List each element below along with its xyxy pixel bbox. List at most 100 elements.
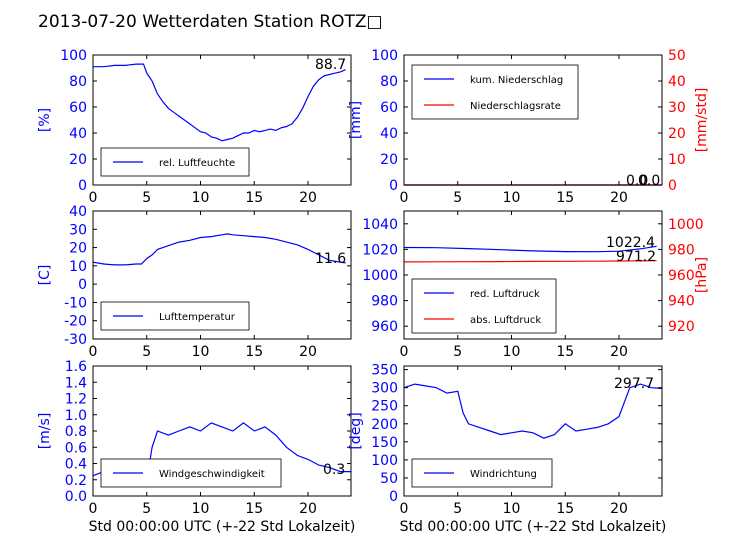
humidity-ytick-label-5: 100: [60, 48, 87, 64]
figure-title: 2013-07-20 Wetterdaten Station ROTZ□: [38, 12, 383, 32]
precipitation-ytick-label-0: 0: [389, 178, 398, 194]
pressure-ytick-label-4: 1040: [362, 217, 398, 233]
panel-precipitation: 0 5 10 15 20 0 20 40 60 80 100 0 10 20 30 40 50 [mm] [mm/s…: [348, 48, 710, 206]
windspeed-ytick-label-5: 1.0: [65, 408, 87, 424]
precipitation-y2tick-label-0: 0: [668, 178, 677, 194]
windspeed-xtick-label-0: 0: [89, 501, 98, 517]
humidity-ylabel: [%]: [37, 108, 53, 132]
winddirection-legend-label-0: Windrichtung: [470, 469, 537, 480]
temperature-series-0: [92, 233, 346, 266]
temperature-axes-frame: [92, 210, 352, 340]
pressure-xtick-label-4: 20: [610, 344, 628, 360]
winddirection-axes-frame: [403, 365, 663, 497]
windspeed-xtick-label-1: 5: [142, 501, 151, 517]
panel-pressure: 0 5 10 15 20 960 980 1000 1020 1040 920 940 960 980 10…: [362, 210, 710, 360]
pressure-last-value-1: 971.2: [616, 249, 656, 265]
precipitation-ytick-label-2: 40: [380, 126, 398, 142]
windspeed-ytick-label-4: 0.8: [65, 424, 87, 440]
temperature-ytick-label-1: -20: [64, 314, 87, 330]
windspeed-ytick-label-3: 0.6: [65, 440, 87, 456]
precipitation-y2tick-label-4: 40: [668, 74, 686, 90]
humidity-ytick-label-0: 0: [78, 178, 87, 194]
pressure-ytick-label-1: 980: [371, 294, 398, 310]
precipitation-legend-label-1: Niederschlagsrate: [470, 101, 561, 112]
precipitation-y2tick-label-2: 20: [668, 126, 686, 142]
precipitation-xtick-label-3: 15: [556, 190, 574, 206]
temperature-legend-label-0: Lufttemperatur: [159, 312, 236, 323]
humidity-last-value-0: 88.7: [315, 57, 346, 73]
windspeed-ytick-label-8: 1.6: [65, 359, 87, 375]
temperature-ytick-label-3: 0: [78, 277, 87, 293]
windspeed-legend-label-0: Windgeschwindigkeit: [159, 469, 265, 480]
pressure-last-value-0: 1022.4: [606, 235, 655, 251]
precipitation-axes-frame: [403, 54, 663, 186]
winddirection-xtick-label-0: 0: [400, 501, 409, 517]
windspeed-ytick-label-2: 0.4: [65, 457, 87, 473]
precipitation-ytick-label-4: 80: [380, 74, 398, 90]
temperature-ytick-label-7: 40: [69, 204, 87, 220]
windspeed-ytick-label-6: 1.2: [65, 392, 87, 408]
panel-temperature: 0 5 10 15 20 -30 -20 -10 0 10 20 30 40 [C] Lufttempera…: [37, 204, 352, 360]
winddirection-ytick-label-3: 150: [371, 435, 398, 451]
pressure-legend-frame: [411, 278, 557, 334]
winddirection-ytick-label-2: 100: [371, 453, 398, 469]
temperature-ytick-label-5: 20: [69, 241, 87, 257]
humidity-series-0: [93, 63, 346, 142]
pressure-legend-label-1: abs. Luftdruck: [470, 315, 541, 326]
winddirection-xtick-label-2: 10: [503, 501, 521, 517]
precipitation-xtick-label-1: 5: [453, 190, 462, 206]
pressure-xtick-label-2: 10: [503, 344, 521, 360]
precipitation-last-value-0: 0.0: [626, 173, 648, 189]
humidity-axes-frame: [92, 54, 352, 186]
winddirection-ytick-label-7: 350: [371, 363, 398, 379]
precipitation-y2tick-label-5: 50: [668, 48, 686, 64]
pressure-ytick-label-3: 1020: [362, 242, 398, 258]
temperature-xtick-label-0: 0: [89, 344, 98, 360]
temperature-ylabel: [C]: [37, 265, 53, 286]
precipitation-xtick-label-2: 10: [503, 190, 521, 206]
winddirection-last-value-0: 297.7: [614, 376, 654, 392]
pressure-y2tick-label-0: 920: [668, 319, 695, 335]
humidity-ytick-label-3: 60: [69, 100, 87, 116]
precipitation-legend-frame: [411, 64, 579, 120]
precipitation-y2tick-label-3: 30: [668, 100, 686, 116]
temperature-xtick-label-1: 5: [142, 344, 151, 360]
panel-humidity: 0 5 10 15 20 0 20 40 60 80 100 [%] rel. Luftfeuchte 8…: [37, 48, 352, 206]
winddirection-ytick-label-1: 50: [380, 471, 398, 487]
pressure-y2tick-label-3: 980: [668, 242, 695, 258]
precipitation-y2tick-label-1: 10: [668, 152, 686, 168]
pressure-ytick-label-2: 1000: [362, 268, 398, 284]
winddirection-ylabel: [deg]: [348, 412, 364, 449]
winddirection-series-0: [403, 383, 663, 439]
humidity-xtick-label-2: 10: [192, 190, 210, 206]
panel-windspeed: 0 5 10 15 20 0.00.20.40.60.81.01.21.41.6 [m/s]…: [37, 359, 355, 535]
temperature-ytick-label-0: -30: [64, 332, 87, 348]
pressure-xtick-label-3: 15: [556, 344, 574, 360]
winddirection-xtick-label-3: 15: [556, 501, 574, 517]
windspeed-ytick-label-0: 0.0: [65, 489, 87, 505]
precipitation-y2label: [mm/std]: [694, 88, 710, 153]
pressure-xtick-label-1: 5: [453, 344, 462, 360]
temperature-ytick-label-4: 10: [69, 259, 87, 275]
pressure-y2tick-label-4: 1000: [668, 217, 704, 233]
precipitation-ylabel: [mm]: [348, 101, 364, 139]
humidity-xtick-label-1: 5: [142, 190, 151, 206]
humidity-ytick-label-2: 40: [69, 126, 87, 142]
winddirection-xlabel: Std 00:00:00 UTC (+-22 Std Lokalzeit): [400, 519, 667, 535]
temperature-xtick-label-4: 20: [299, 344, 317, 360]
winddirection-xtick-label-4: 20: [610, 501, 628, 517]
precipitation-ytick-label-1: 20: [380, 152, 398, 168]
precipitation-legend-label-0: kum. Niederschlag: [470, 75, 563, 86]
precipitation-xtick-label-0: 0: [400, 190, 409, 206]
humidity-legend-label-0: rel. Luftfeuchte: [159, 158, 235, 169]
pressure-y2tick-label-2: 960: [668, 268, 695, 284]
winddirection-xtick-label-1: 5: [453, 501, 462, 517]
windspeed-xtick-label-2: 10: [192, 501, 210, 517]
pressure-series-0: [403, 245, 657, 253]
temperature-ytick-label-2: -10: [64, 295, 87, 311]
windspeed-last-value-0: 0.3: [323, 462, 345, 478]
windspeed-xtick-label-3: 15: [245, 501, 263, 517]
temperature-ytick-label-6: 30: [69, 222, 87, 238]
humidity-xtick-label-0: 0: [89, 190, 98, 206]
